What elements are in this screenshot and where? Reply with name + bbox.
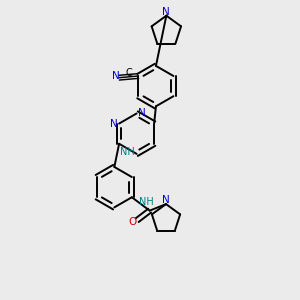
Text: NH: NH	[120, 147, 134, 158]
Text: N: N	[112, 71, 119, 81]
Text: O: O	[129, 217, 137, 226]
Text: NH: NH	[139, 197, 154, 208]
Text: N: N	[110, 118, 118, 128]
Text: N: N	[162, 195, 170, 205]
Text: N: N	[138, 108, 146, 118]
Text: C: C	[126, 68, 132, 78]
Text: N: N	[163, 7, 170, 17]
